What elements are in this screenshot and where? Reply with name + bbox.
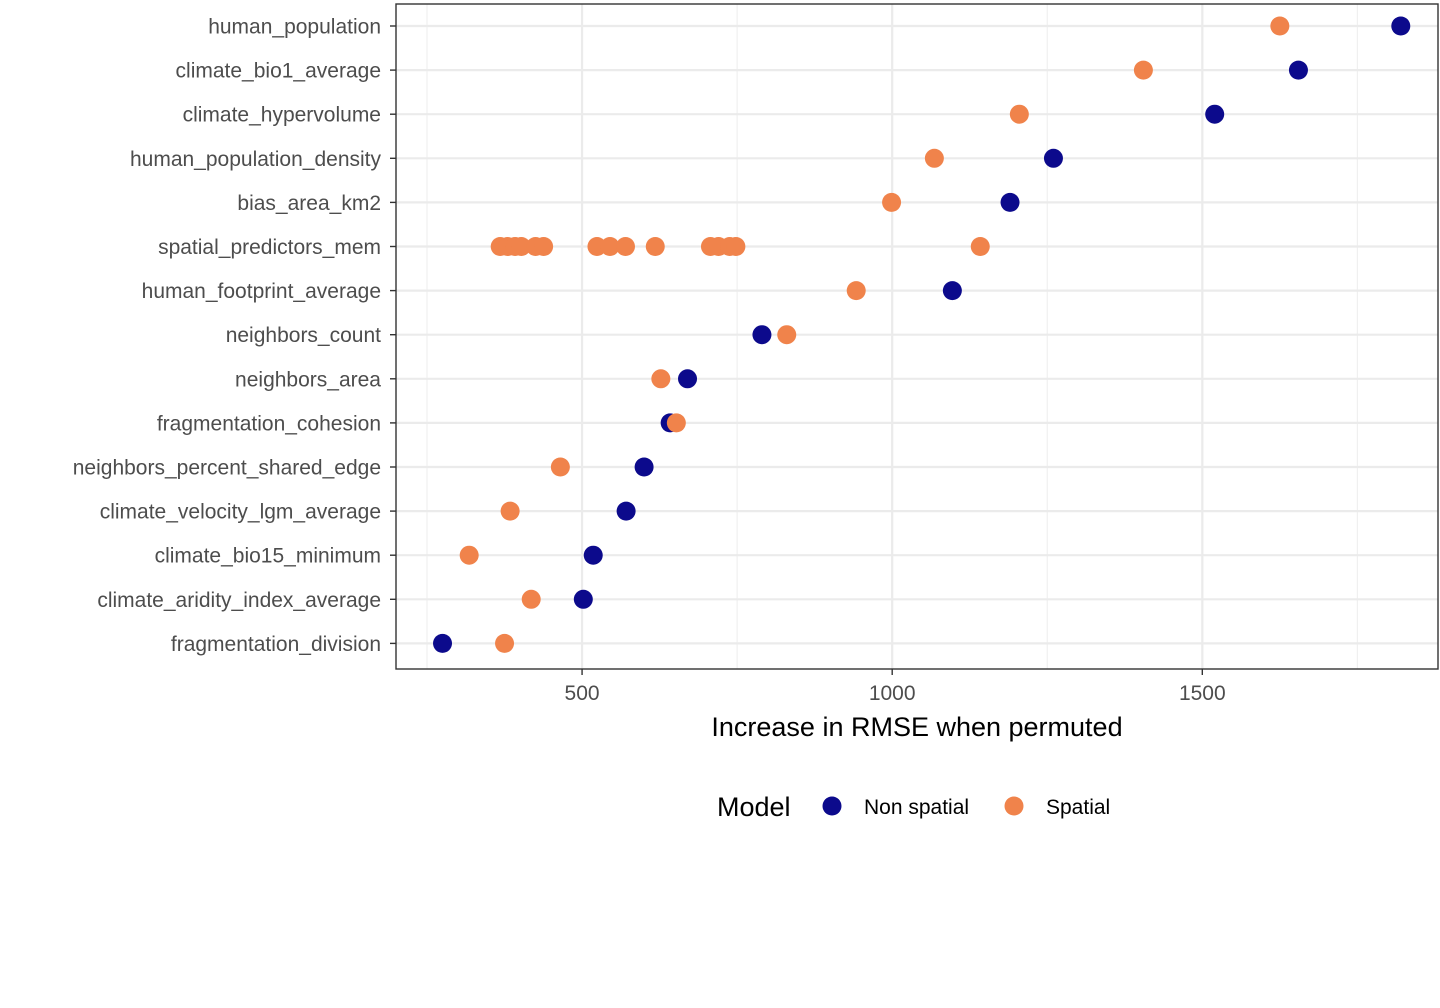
y-tick-label: neighbors_count <box>226 324 381 347</box>
data-point <box>500 501 520 521</box>
data-point <box>521 589 541 609</box>
data-point <box>534 237 554 256</box>
legend-key <box>1004 796 1024 816</box>
legend-label: Non spatial <box>864 796 969 819</box>
y-tick-label: human_population_density <box>130 148 382 171</box>
x-tick-label: 1000 <box>869 682 916 705</box>
data-point <box>882 192 902 212</box>
data-point <box>495 633 515 653</box>
data-point <box>1288 60 1308 80</box>
data-point <box>970 237 990 256</box>
data-point <box>573 589 593 609</box>
data-point <box>752 325 772 345</box>
legend-title: Model <box>717 792 791 822</box>
y-tick-label: fragmentation_division <box>171 633 381 656</box>
data-point <box>587 237 607 256</box>
data-point <box>1133 60 1153 80</box>
data-point <box>846 281 866 301</box>
x-tick-label: 1500 <box>1179 682 1226 705</box>
legend-label: Spatial <box>1046 796 1110 819</box>
plot-background <box>396 4 1438 669</box>
x-axis-title: Increase in RMSE when permuted <box>711 712 1122 742</box>
data-point <box>645 237 665 256</box>
x-axis: 500 1000 1500 <box>565 669 1226 705</box>
x-tick-label: 500 <box>565 682 600 705</box>
data-point <box>1391 16 1411 36</box>
y-tick-label: neighbors_percent_shared_edge <box>73 457 381 480</box>
y-tick-label: climate_velocity_lgm_average <box>100 501 381 524</box>
y-tick-label: bias_area_km2 <box>237 192 381 215</box>
data-point <box>1270 16 1290 36</box>
data-point <box>616 501 636 521</box>
data-point <box>777 325 797 345</box>
data-point <box>942 281 962 301</box>
y-tick-label: climate_hypervolume <box>183 104 381 127</box>
y-axis: human_population climate_bio1_averageclim… <box>73 16 396 656</box>
data-point <box>550 457 570 477</box>
data-point <box>1043 148 1063 168</box>
data-point <box>1000 192 1020 212</box>
y-tick-label: climate_bio15_minimum <box>155 545 381 568</box>
y-tick-label: human_footprint_average <box>142 280 381 303</box>
data-points <box>433 16 1411 653</box>
data-point <box>666 413 686 433</box>
legend: Model Non spatial Spatial <box>717 792 1110 822</box>
data-point <box>615 237 635 256</box>
data-point <box>433 633 453 653</box>
data-point <box>634 457 654 477</box>
data-point <box>651 369 671 389</box>
data-point <box>583 545 603 565</box>
y-tick-label: climate_bio1_average <box>176 60 381 83</box>
y-tick-label: spatial_predictors_mem <box>158 236 381 259</box>
data-point <box>511 237 531 256</box>
data-point <box>600 237 620 256</box>
data-point <box>1205 104 1225 124</box>
data-point <box>459 545 479 565</box>
data-point <box>726 237 746 256</box>
data-point <box>678 369 698 389</box>
data-point <box>1009 104 1029 124</box>
y-tick-label: climate_aridity_index_average <box>97 589 381 612</box>
legend-key <box>822 796 842 816</box>
plot-border <box>395 3 1439 670</box>
data-point <box>924 148 944 168</box>
gridlines <box>396 4 1438 669</box>
y-tick-label: fragmentation_cohesion <box>157 412 381 435</box>
y-tick-label: human_population <box>208 16 381 39</box>
y-tick-label: neighbors_area <box>235 368 381 391</box>
